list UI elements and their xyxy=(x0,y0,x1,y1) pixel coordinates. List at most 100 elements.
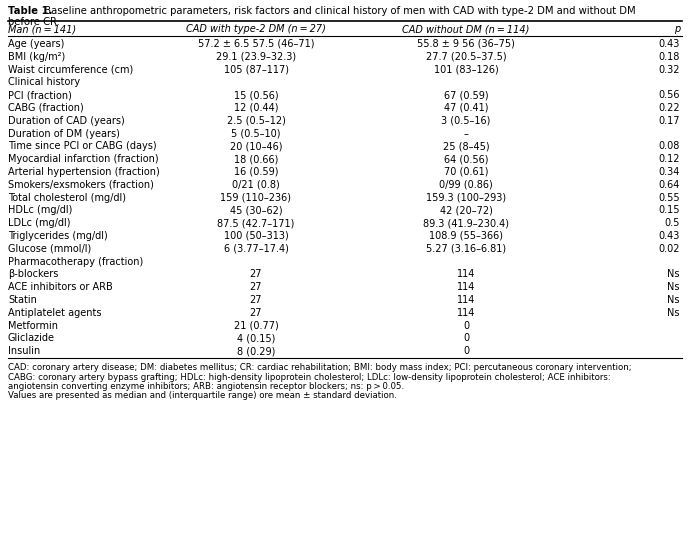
Text: Metformin: Metformin xyxy=(8,321,58,331)
Text: Age (years): Age (years) xyxy=(8,39,65,49)
Text: Total cholesterol (mg/dl): Total cholesterol (mg/dl) xyxy=(8,192,126,203)
Text: 64 (0.56): 64 (0.56) xyxy=(444,154,488,164)
Text: 0.43: 0.43 xyxy=(658,231,680,241)
Text: BMI (kg/m²): BMI (kg/m²) xyxy=(8,52,65,62)
Text: 42 (20–72): 42 (20–72) xyxy=(440,205,493,215)
Text: 27: 27 xyxy=(250,308,262,318)
Text: 0.15: 0.15 xyxy=(658,205,680,215)
Text: Baseline anthropometric parameters, risk factors and clinical history of men wit: Baseline anthropometric parameters, risk… xyxy=(38,6,636,16)
Text: 159 (110–236): 159 (110–236) xyxy=(220,192,292,203)
Text: Ns: Ns xyxy=(667,269,680,279)
Text: Waist circumference (cm): Waist circumference (cm) xyxy=(8,64,133,75)
Text: Arterial hypertension (fraction): Arterial hypertension (fraction) xyxy=(8,167,160,177)
Text: 70 (0.61): 70 (0.61) xyxy=(444,167,488,177)
Text: 27: 27 xyxy=(250,282,262,292)
Text: Gliclazide: Gliclazide xyxy=(8,333,55,344)
Text: 29.1 (23.9–32.3): 29.1 (23.9–32.3) xyxy=(216,52,296,62)
Text: Duration of DM (years): Duration of DM (years) xyxy=(8,128,120,139)
Text: Duration of CAD (years): Duration of CAD (years) xyxy=(8,116,125,126)
Text: –: – xyxy=(464,128,469,139)
Text: Statin: Statin xyxy=(8,295,37,305)
Text: 0.55: 0.55 xyxy=(658,192,680,203)
Text: 27: 27 xyxy=(250,269,262,279)
Text: Table 1.: Table 1. xyxy=(8,6,52,16)
Text: Time since PCI or CABG (days): Time since PCI or CABG (days) xyxy=(8,141,157,151)
Text: 0/99 (0.86): 0/99 (0.86) xyxy=(439,180,493,190)
Text: Clinical history: Clinical history xyxy=(8,78,80,87)
Text: 2.5 (0.5–12): 2.5 (0.5–12) xyxy=(226,116,286,126)
Text: 45 (30–62): 45 (30–62) xyxy=(230,205,282,215)
Text: Triglycerides (mg/dl): Triglycerides (mg/dl) xyxy=(8,231,108,241)
Text: CAD without DM (n = 114): CAD without DM (n = 114) xyxy=(402,24,530,34)
Text: Ns: Ns xyxy=(667,282,680,292)
Text: ACE inhibitors or ARB: ACE inhibitors or ARB xyxy=(8,282,113,292)
Text: 25 (8–45): 25 (8–45) xyxy=(442,141,489,151)
Text: 114: 114 xyxy=(457,308,475,318)
Text: p: p xyxy=(674,24,680,34)
Text: before CR.: before CR. xyxy=(8,17,60,27)
Text: 0.12: 0.12 xyxy=(658,154,680,164)
Text: 87.5 (42.7–171): 87.5 (42.7–171) xyxy=(217,218,294,228)
Text: CABG: coronary artery bypass grafting; HDLc: high-density lipoprotein cholestero: CABG: coronary artery bypass grafting; H… xyxy=(8,372,611,382)
Text: 5.27 (3.16–6.81): 5.27 (3.16–6.81) xyxy=(426,244,506,254)
Text: 21 (0.77): 21 (0.77) xyxy=(234,321,279,331)
Text: 114: 114 xyxy=(457,282,475,292)
Text: 27: 27 xyxy=(250,295,262,305)
Text: 0.43: 0.43 xyxy=(658,39,680,49)
Text: 0.56: 0.56 xyxy=(658,90,680,100)
Text: 114: 114 xyxy=(457,295,475,305)
Text: HDLc (mg/dl): HDLc (mg/dl) xyxy=(8,205,72,215)
Text: 0.32: 0.32 xyxy=(658,64,680,75)
Text: 100 (50–313): 100 (50–313) xyxy=(224,231,288,241)
Text: 12 (0.44): 12 (0.44) xyxy=(234,103,278,113)
Text: Pharmacotherapy (fraction): Pharmacotherapy (fraction) xyxy=(8,256,143,267)
Text: 101 (83–126): 101 (83–126) xyxy=(433,64,498,75)
Text: 67 (0.59): 67 (0.59) xyxy=(444,90,488,100)
Text: 16 (0.59): 16 (0.59) xyxy=(234,167,278,177)
Text: Values are presented as median and (interquartile range) ore mean ± standard dev: Values are presented as median and (inte… xyxy=(8,391,397,401)
Text: 0.64: 0.64 xyxy=(658,180,680,190)
Text: Ns: Ns xyxy=(667,295,680,305)
Text: 0.02: 0.02 xyxy=(658,244,680,254)
Text: 15 (0.56): 15 (0.56) xyxy=(234,90,279,100)
Text: 55.8 ± 9 56 (36–75): 55.8 ± 9 56 (36–75) xyxy=(417,39,515,49)
Text: 57.2 ± 6.5 57.5 (46–71): 57.2 ± 6.5 57.5 (46–71) xyxy=(197,39,314,49)
Text: CABG (fraction): CABG (fraction) xyxy=(8,103,84,113)
Text: 89.3 (41.9–230.4): 89.3 (41.9–230.4) xyxy=(423,218,509,228)
Text: 0: 0 xyxy=(463,321,469,331)
Text: β-blockers: β-blockers xyxy=(8,269,58,279)
Text: CAD: coronary artery disease; DM: diabetes mellitus; CR: cardiac rehabilitation;: CAD: coronary artery disease; DM: diabet… xyxy=(8,363,632,372)
Text: 0/21 (0.8): 0/21 (0.8) xyxy=(232,180,280,190)
Text: 0.22: 0.22 xyxy=(658,103,680,113)
Text: 8 (0.29): 8 (0.29) xyxy=(237,346,275,356)
Text: 0: 0 xyxy=(463,333,469,344)
Text: Glucose (mmol/l): Glucose (mmol/l) xyxy=(8,244,92,254)
Text: CAD with type-2 DM (n = 27): CAD with type-2 DM (n = 27) xyxy=(186,24,326,34)
Text: Smokers/exsmokers (fraction): Smokers/exsmokers (fraction) xyxy=(8,180,154,190)
Text: 108.9 (55–366): 108.9 (55–366) xyxy=(429,231,503,241)
Text: 0.17: 0.17 xyxy=(658,116,680,126)
Text: angiotensin converting enzyme inhibitors; ARB: angiotensin receptor blockers; ns: angiotensin converting enzyme inhibitors… xyxy=(8,382,404,391)
Text: 6 (3.77–17.4): 6 (3.77–17.4) xyxy=(224,244,288,254)
Text: PCI (fraction): PCI (fraction) xyxy=(8,90,72,100)
Text: Antiplatelet agents: Antiplatelet agents xyxy=(8,308,102,318)
Text: 105 (87–117): 105 (87–117) xyxy=(224,64,288,75)
Text: 0.5: 0.5 xyxy=(665,218,680,228)
Text: Myocardial infarction (fraction): Myocardial infarction (fraction) xyxy=(8,154,159,164)
Text: 0.34: 0.34 xyxy=(658,167,680,177)
Text: 0.08: 0.08 xyxy=(658,141,680,151)
Text: 114: 114 xyxy=(457,269,475,279)
Text: 5 (0.5–10): 5 (0.5–10) xyxy=(231,128,281,139)
Text: 27.7 (20.5–37.5): 27.7 (20.5–37.5) xyxy=(426,52,506,62)
Text: 3 (0.5–16): 3 (0.5–16) xyxy=(441,116,491,126)
Text: Insulin: Insulin xyxy=(8,346,41,356)
Text: 20 (10–46): 20 (10–46) xyxy=(230,141,282,151)
Text: 0.18: 0.18 xyxy=(658,52,680,62)
Text: Ns: Ns xyxy=(667,308,680,318)
Text: 4 (0.15): 4 (0.15) xyxy=(237,333,275,344)
Text: Man (n = 141): Man (n = 141) xyxy=(8,24,76,34)
Text: 0: 0 xyxy=(463,346,469,356)
Text: 47 (0.41): 47 (0.41) xyxy=(444,103,488,113)
Text: 159.3 (100–293): 159.3 (100–293) xyxy=(426,192,506,203)
Text: LDLc (mg/dl): LDLc (mg/dl) xyxy=(8,218,70,228)
